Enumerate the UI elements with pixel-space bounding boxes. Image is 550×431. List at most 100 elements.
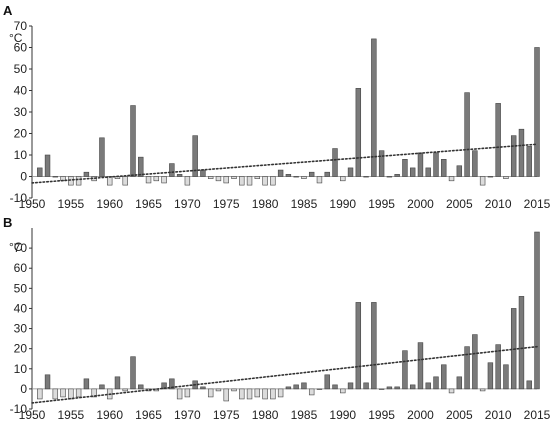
panel-b-bar xyxy=(448,388,455,394)
panel-a-bar xyxy=(207,176,214,179)
panel-b-bar xyxy=(417,342,424,390)
panel-b-x-tick-label: 2005 xyxy=(446,408,473,422)
panel-a-bar xyxy=(285,174,292,177)
panel-a-y-tick-label: 10 xyxy=(14,148,28,162)
panel-a: A °C -10 0 10 20 30 40 50 60 70 1950 1955 1960 1965 197… xyxy=(3,3,550,211)
panel-a-bar xyxy=(526,146,532,177)
panel-b-y-tick-label: 40 xyxy=(14,301,28,315)
panel-a-bar xyxy=(316,176,323,184)
panel-b-bar xyxy=(68,388,74,400)
panel-b-y-tick-label: 20 xyxy=(14,342,28,356)
panel-b-y-tick-label: 30 xyxy=(14,322,28,336)
panel-a-bar xyxy=(433,152,439,177)
panel-b-bar xyxy=(534,231,540,390)
panel-a-x-tick-label: 2015 xyxy=(524,197,550,211)
panel-b-x-tick-label: 1970 xyxy=(174,408,201,422)
panel-a-x-tick-label: 1970 xyxy=(174,197,201,211)
panel-a-bar xyxy=(456,165,463,177)
panel-b-x-tick-label: 1955 xyxy=(57,408,84,422)
panel-b-bar xyxy=(340,388,346,394)
panel-b-bar xyxy=(386,386,393,390)
panel-b-bar xyxy=(122,388,128,392)
panel-a-bar xyxy=(169,163,175,177)
panel-a-bar xyxy=(153,176,160,182)
panel-b-bar xyxy=(207,388,214,398)
panel-a-bar xyxy=(464,92,470,177)
panel-b-bar xyxy=(503,364,509,390)
panel-a-bar xyxy=(223,176,229,184)
panel-a-bar xyxy=(68,176,74,186)
panel-b-x-tick-label: 1980 xyxy=(252,408,279,422)
panel-a-bar xyxy=(448,176,455,182)
panel-b-bar xyxy=(433,376,439,390)
panel-b-bar xyxy=(363,382,369,390)
panel-a-bar xyxy=(332,148,338,177)
panel-b-y-tick-label: 70 xyxy=(14,241,28,255)
panel-b-bar xyxy=(184,388,191,398)
panel-a-x-tick-label: 1965 xyxy=(135,197,162,211)
panel-a-x-tick-label: 1990 xyxy=(329,197,356,211)
panel-b-x-tick-label: 1960 xyxy=(96,408,123,422)
panel-b-bar xyxy=(130,356,136,390)
panel-a-bar xyxy=(192,135,198,177)
panel-a-y-tick-label: 30 xyxy=(14,105,28,119)
panel-b-x-tick-label: 2000 xyxy=(407,408,434,422)
panel-a-x-tick-label: 2005 xyxy=(446,197,473,211)
panel-b-bar xyxy=(60,388,66,398)
panel-b-y-tick-label: -10 xyxy=(10,402,28,416)
panel-b-bar xyxy=(371,302,377,390)
panel-b-bar xyxy=(75,388,82,398)
panel-b-bar xyxy=(215,388,222,392)
panel-a-x-tick-label: 1985 xyxy=(291,197,318,211)
panel-a-bar xyxy=(44,154,51,177)
panel-a-unit-label: °C xyxy=(9,31,23,45)
panel-b-bar xyxy=(495,344,501,390)
panel-a-bar xyxy=(75,176,82,186)
panel-a-bar xyxy=(277,169,284,177)
panel-b-x-tick-label: 1965 xyxy=(135,408,162,422)
panel-b-bar xyxy=(324,374,330,390)
panel-b-x-tick-label: 1995 xyxy=(368,408,395,422)
panel-a-bar xyxy=(130,105,136,177)
panel-b-bar xyxy=(37,388,43,400)
panel-b-x-tick-label: 2010 xyxy=(485,408,512,422)
panel-b-bar xyxy=(285,386,292,390)
panel-a-bar xyxy=(200,169,206,177)
panel-b-x-tick-label: 1990 xyxy=(329,408,356,422)
panel-b-y-tick-label: 60 xyxy=(14,261,28,275)
panel-b-y-tick-label: 10 xyxy=(14,362,28,376)
panel-b-bar xyxy=(231,388,237,392)
panel-b-bar xyxy=(44,374,51,390)
panel-a-bar xyxy=(239,176,245,186)
panel-a-bar xyxy=(518,128,525,177)
panel-a-bar xyxy=(394,174,400,177)
panel-a-y-tick-label: 0 xyxy=(20,170,27,184)
panel-a-bar xyxy=(161,176,167,184)
panel-b-bar xyxy=(239,388,245,400)
panel-a-bar xyxy=(308,171,315,177)
panel-a-bar xyxy=(231,176,237,179)
panel-a-y-tick-label: -10 xyxy=(10,191,28,205)
panel-b-bar xyxy=(425,382,431,390)
panel-b-trend-line xyxy=(31,345,538,404)
panel-a-letter: A xyxy=(3,3,13,18)
panel-a-bar xyxy=(386,176,393,178)
panel-a-bar xyxy=(215,176,222,182)
panel-a-y-tick-label: 50 xyxy=(14,62,28,76)
panel-a-bar xyxy=(99,137,105,177)
panel-b-y-tick-label: 50 xyxy=(14,281,28,295)
panel-b-bar xyxy=(394,386,400,390)
panel-b-bar xyxy=(332,384,338,390)
panel-a-bar xyxy=(262,176,268,186)
panel-b-y-tick-label: 0 xyxy=(20,382,27,396)
panel-a-bar xyxy=(472,150,478,177)
panel-b-bar xyxy=(301,382,307,390)
panel-b-bar xyxy=(479,388,486,392)
panel-b-x-tick-label: 1975 xyxy=(213,408,240,422)
panel-b-bar xyxy=(472,334,478,390)
panel-a-x-tick-label: 1995 xyxy=(368,197,395,211)
panel-b-bar xyxy=(308,388,315,396)
panel-a-x-tick-label: 2000 xyxy=(407,197,434,211)
panel-b-x-tick-label: 1950 xyxy=(19,408,46,422)
